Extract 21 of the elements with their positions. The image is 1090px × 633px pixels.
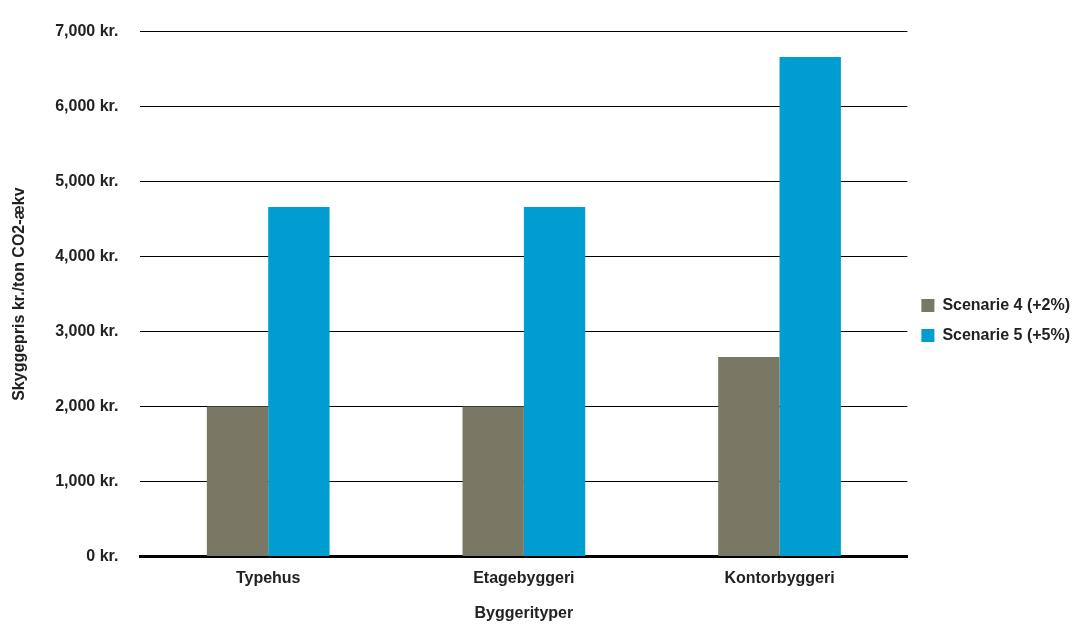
- x-axis-title: Byggerityper: [474, 603, 574, 621]
- x-tick-label: Etagebyggeri: [473, 568, 575, 586]
- bar: [206, 406, 269, 557]
- y-tick-label: 3,000 kr.: [55, 322, 119, 340]
- legend-label: Scenarie 4 (+2%): [942, 295, 1070, 313]
- bar: [718, 357, 780, 557]
- bar: [268, 207, 330, 557]
- bar: [462, 406, 524, 557]
- y-tick-label: 4,000 kr.: [55, 247, 119, 265]
- x-tick-label: Kontorbyggeri: [724, 568, 835, 586]
- x-tick-label: Typehus: [235, 568, 301, 586]
- y-tick-label: 5,000 kr.: [55, 172, 119, 190]
- y-tick-label: 0 kr.: [86, 547, 119, 565]
- legend-label: Scenarie 5 (+5%): [942, 325, 1070, 343]
- bar: [779, 57, 841, 557]
- y-tick-label: 1,000 kr.: [55, 472, 119, 490]
- y-axis-title: Skyggepris kr./ton CO2-ækv: [10, 187, 28, 401]
- y-tick-label: 6,000 kr.: [55, 97, 119, 115]
- y-tick-label: 7,000 kr.: [55, 22, 119, 40]
- y-tick-label: 2,000 kr.: [55, 397, 119, 415]
- bar: [523, 207, 586, 557]
